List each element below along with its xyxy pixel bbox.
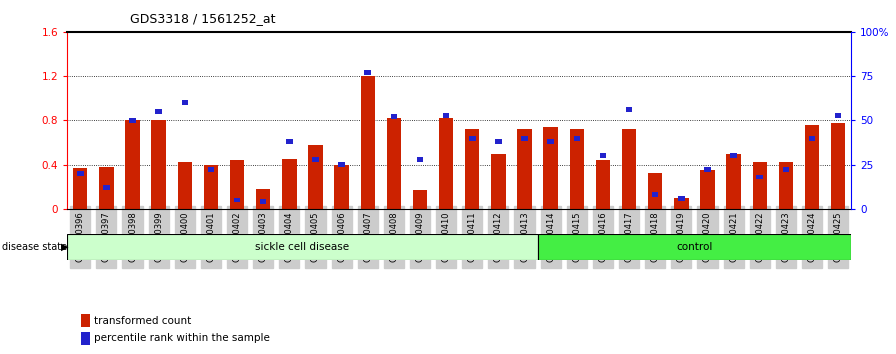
Bar	[782, 167, 789, 172]
Bar	[230, 160, 245, 209]
Bar	[260, 199, 266, 204]
Bar	[701, 170, 715, 209]
Bar	[544, 127, 558, 209]
Bar	[312, 157, 319, 162]
Bar	[538, 234, 851, 260]
Bar	[779, 162, 793, 209]
Bar	[727, 154, 741, 209]
Bar	[387, 118, 401, 209]
Bar	[177, 162, 192, 209]
Bar	[339, 162, 345, 167]
Bar	[360, 76, 375, 209]
Bar	[77, 171, 83, 176]
Bar	[182, 100, 188, 105]
Bar	[443, 113, 450, 118]
Text: disease state: disease state	[2, 242, 67, 252]
Bar	[704, 167, 711, 172]
Bar	[625, 107, 633, 112]
Bar	[282, 159, 297, 209]
Bar	[256, 189, 271, 209]
Bar	[652, 192, 659, 197]
Bar	[391, 114, 397, 119]
Bar	[81, 314, 90, 327]
Bar	[413, 190, 427, 209]
Text: control: control	[676, 242, 712, 252]
Bar	[648, 173, 662, 209]
Bar	[835, 113, 841, 118]
Bar	[491, 154, 505, 209]
Bar	[417, 157, 423, 162]
Bar	[730, 153, 737, 158]
Bar	[622, 129, 636, 209]
Bar	[805, 125, 819, 209]
Bar	[208, 167, 214, 172]
Bar	[308, 145, 323, 209]
Bar	[125, 120, 140, 209]
Bar	[155, 109, 162, 114]
Bar	[365, 70, 371, 75]
Bar	[129, 118, 136, 123]
Bar	[596, 160, 610, 209]
Bar	[99, 167, 114, 209]
Bar	[495, 139, 502, 144]
Text: ▶: ▶	[61, 242, 68, 252]
Bar	[234, 198, 240, 202]
Text: percentile rank within the sample: percentile rank within the sample	[94, 333, 270, 343]
Text: sickle cell disease: sickle cell disease	[255, 242, 349, 252]
Bar	[469, 136, 476, 141]
Bar	[678, 196, 685, 201]
Bar	[465, 129, 479, 209]
Bar	[831, 122, 845, 209]
Bar	[570, 129, 584, 209]
Bar	[599, 153, 607, 158]
Bar	[151, 120, 166, 209]
Bar	[81, 332, 90, 345]
Bar	[809, 136, 815, 141]
Text: transformed count: transformed count	[94, 316, 192, 326]
Bar	[573, 136, 580, 141]
Bar	[203, 165, 218, 209]
Bar	[73, 168, 88, 209]
Bar	[286, 139, 293, 144]
Bar	[334, 165, 349, 209]
Bar	[103, 185, 109, 190]
Bar	[547, 139, 554, 144]
Text: GDS3318 / 1561252_at: GDS3318 / 1561252_at	[130, 12, 275, 25]
Bar	[439, 118, 453, 209]
Bar	[521, 136, 528, 141]
Bar	[67, 234, 538, 260]
Bar	[753, 162, 767, 209]
Bar	[517, 129, 531, 209]
Bar	[674, 198, 688, 209]
Bar	[756, 175, 763, 179]
